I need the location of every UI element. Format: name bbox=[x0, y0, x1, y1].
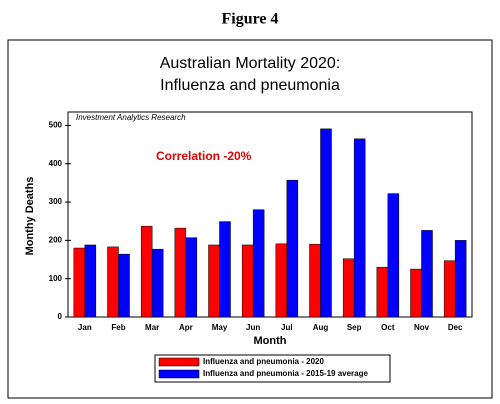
bar bbox=[410, 268, 422, 318]
x-tick-label: Jan bbox=[78, 323, 92, 332]
bar bbox=[443, 260, 456, 318]
x-axis-label: Month bbox=[254, 335, 287, 347]
x-tick-label: Dec bbox=[448, 323, 463, 332]
bar bbox=[342, 258, 355, 318]
x-tick-label: Feb bbox=[111, 323, 125, 332]
frame bbox=[7, 39, 493, 399]
x-tick-label: Apr bbox=[179, 323, 193, 332]
legend-label: Influenza and pneumonia - 2020 bbox=[203, 357, 324, 366]
chart-title: Australian Mortality 2020: bbox=[160, 55, 341, 72]
y-tick-label: 300 bbox=[49, 197, 63, 206]
bar bbox=[107, 246, 119, 318]
bar bbox=[241, 244, 254, 318]
y-tick-label: 200 bbox=[49, 235, 63, 244]
x-tick-label: Nov bbox=[414, 323, 430, 332]
bar bbox=[73, 247, 86, 318]
bar bbox=[454, 240, 467, 318]
legend-swatch bbox=[158, 369, 200, 379]
bar bbox=[286, 179, 299, 318]
x-tick-label: Jun bbox=[246, 323, 260, 332]
bar bbox=[309, 243, 321, 318]
y-tick-label: 400 bbox=[49, 159, 63, 168]
bar bbox=[219, 221, 231, 318]
bar bbox=[421, 230, 433, 318]
y-tick-label: 100 bbox=[49, 274, 63, 283]
bar bbox=[208, 244, 220, 318]
bar bbox=[275, 243, 288, 318]
bar bbox=[118, 253, 130, 318]
plot-frame bbox=[67, 111, 473, 318]
bar bbox=[252, 209, 265, 318]
annotation: Investment Analytics Research bbox=[76, 113, 186, 122]
legend-label: Influenza and pneumonia - 2015-19 averag… bbox=[203, 369, 368, 378]
bar bbox=[151, 248, 164, 318]
bar bbox=[353, 138, 366, 318]
bar bbox=[387, 193, 400, 318]
bar bbox=[84, 244, 97, 318]
y-tick-label: 0 bbox=[58, 312, 63, 321]
bar bbox=[320, 128, 332, 318]
chart-title: Influenza and pneumonia bbox=[160, 77, 340, 94]
bar bbox=[376, 266, 389, 318]
x-tick-label: Jul bbox=[281, 323, 293, 332]
x-tick-label: May bbox=[212, 323, 228, 332]
x-tick-label: Oct bbox=[381, 323, 395, 332]
x-tick-label: Sep bbox=[347, 323, 362, 332]
bar bbox=[174, 227, 187, 318]
bar bbox=[185, 237, 198, 318]
bar bbox=[140, 225, 153, 318]
y-axis-label: Monthy Deaths bbox=[24, 177, 36, 256]
x-tick-label: Mar bbox=[145, 323, 159, 332]
annotation: Correlation -20% bbox=[156, 149, 252, 163]
legend-swatch bbox=[158, 357, 200, 367]
y-tick-label: 500 bbox=[49, 121, 63, 130]
x-tick-label: Aug bbox=[313, 323, 329, 332]
figure-heading: Figure 4 bbox=[221, 11, 278, 28]
